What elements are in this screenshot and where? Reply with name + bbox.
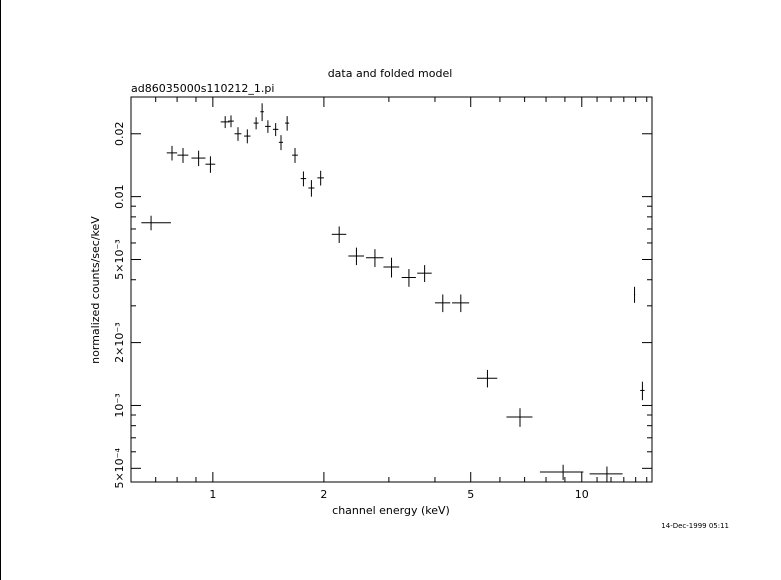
x-tick-label: 2 bbox=[320, 488, 327, 501]
y-axis-label: normalized counts/sec/keV bbox=[89, 216, 102, 364]
data-point bbox=[506, 408, 533, 427]
x-tick-label: 10 bbox=[575, 488, 589, 501]
chart-title: data and folded model bbox=[328, 67, 453, 80]
data-point bbox=[452, 294, 470, 313]
data-point bbox=[272, 123, 279, 137]
chart-subtitle: ad86035000s110212_1.pi bbox=[131, 82, 274, 95]
data-point bbox=[365, 249, 384, 268]
data-point bbox=[633, 286, 636, 303]
y-tick-label: 0.01 bbox=[113, 184, 126, 209]
data-point bbox=[285, 116, 290, 131]
data-point bbox=[166, 145, 178, 161]
data-point bbox=[317, 170, 324, 186]
data-point bbox=[539, 464, 584, 480]
y-tick-label: 2×10⁻³ bbox=[113, 322, 126, 362]
y-tick-label: 10⁻³ bbox=[113, 393, 126, 417]
y-axis-tick-labels: 5×10⁻⁴ 10⁻³ 2×10⁻³ 5×10⁻³ 0.01 0.02 bbox=[113, 122, 126, 489]
data-point bbox=[141, 215, 171, 231]
data-point bbox=[292, 147, 298, 163]
data-point bbox=[205, 156, 216, 173]
data-point bbox=[348, 247, 365, 266]
data-point bbox=[589, 466, 623, 482]
data-point bbox=[177, 147, 189, 163]
data-point bbox=[244, 129, 251, 144]
data-point bbox=[278, 135, 284, 151]
y-tick-label: 0.02 bbox=[113, 122, 126, 147]
data-point bbox=[260, 103, 264, 122]
data-point bbox=[383, 257, 400, 278]
data-point bbox=[220, 116, 230, 129]
y-tick-label: 5×10⁻⁴ bbox=[113, 448, 126, 489]
data-point bbox=[265, 120, 271, 133]
data-point bbox=[228, 115, 234, 128]
data-point bbox=[401, 269, 416, 287]
data-point bbox=[234, 127, 242, 141]
x-tick-label: 5 bbox=[467, 488, 474, 501]
data-point bbox=[308, 180, 315, 197]
data-points bbox=[141, 103, 645, 482]
data-point bbox=[417, 265, 432, 283]
plot-frame bbox=[130, 96, 653, 483]
timestamp-footer: 14-Dec-1999 05:11 bbox=[661, 522, 729, 530]
y-axis-ticks bbox=[131, 96, 652, 469]
x-axis-label: channel energy (keV) bbox=[332, 504, 450, 517]
x-axis-ticks bbox=[130, 97, 648, 482]
x-tick-label: 1 bbox=[209, 488, 216, 501]
data-point bbox=[434, 294, 451, 313]
data-point bbox=[191, 150, 206, 167]
data-point bbox=[477, 369, 498, 388]
data-point bbox=[253, 117, 259, 130]
y-tick-label: 5×10⁻³ bbox=[113, 239, 126, 279]
data-point bbox=[331, 226, 347, 243]
data-point bbox=[640, 381, 645, 401]
data-point bbox=[300, 171, 307, 187]
x-axis-tick-labels: 1 2 5 10 bbox=[209, 488, 588, 501]
